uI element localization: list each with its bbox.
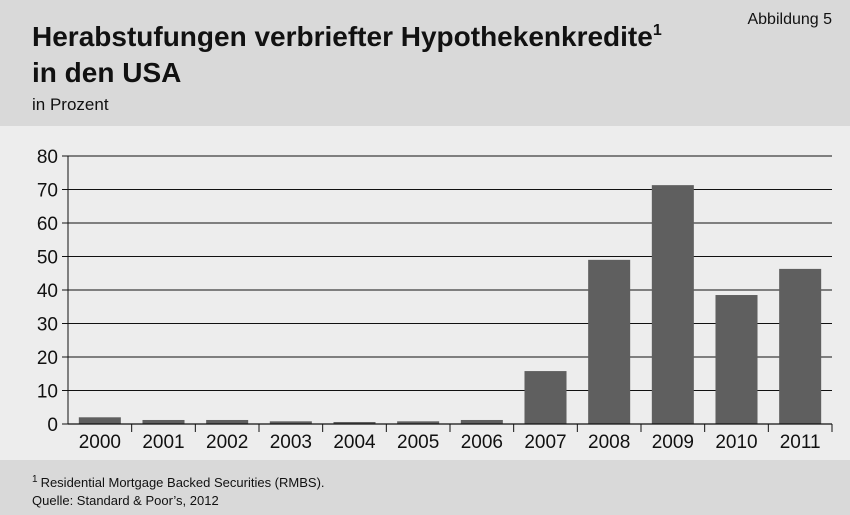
y-tick-label: 70 [37,181,58,202]
bar [269,421,312,424]
y-tick-label: 40 [37,281,58,302]
bar [779,268,822,424]
footer-bg [0,460,850,515]
subtitle: in Prozent [32,95,109,114]
x-tick-label: 2009 [652,432,694,453]
bar [206,419,249,424]
footnote: 1 Residential Mortgage Backed Securities … [32,474,325,490]
y-tick-label: 10 [37,382,58,403]
header-bg [0,0,850,126]
x-tick-label: 2010 [715,432,757,453]
bar [588,259,631,424]
footnote-text: Residential Mortgage Backed Securities (… [41,475,325,490]
x-tick-label: 2002 [206,432,248,453]
title-line: in den USA [32,57,181,88]
bar [333,421,376,424]
footnote-mark: 1 [32,474,38,485]
bar [142,419,185,424]
chart-title: Herabstufungen verbriefter Hypothekenkre… [32,21,662,52]
x-tick-label: 2001 [142,432,184,453]
x-tick-label: 2004 [333,432,376,453]
x-tick-label: 2006 [461,432,503,453]
y-tick-label: 0 [47,415,58,436]
y-tick-label: 30 [37,315,58,336]
y-tick-label: 50 [37,248,58,269]
bar [651,185,694,424]
x-tick-label: 2000 [79,432,121,453]
x-tick-label: 2007 [524,432,566,453]
y-tick-label: 60 [37,214,58,235]
bar [78,417,121,424]
bar [397,421,440,424]
x-tick-label: 2008 [588,432,630,453]
bar [460,419,503,424]
y-tick-label: 20 [37,348,58,369]
x-tick-label: 2005 [397,432,439,453]
bar [524,371,567,424]
y-tick-label: 80 [37,147,58,168]
bar [715,295,758,424]
title-line: Herabstufungen verbriefter Hypothekenkre… [32,21,653,52]
x-tick-label: 2003 [270,432,312,453]
source: Quelle: Standard & Poor’s, 2012 [32,493,219,508]
figure-label: Abbildung 5 [747,11,832,28]
x-tick-label: 2011 [780,432,821,453]
plot-bg [0,126,850,460]
title-footnote-mark: 1 [653,22,662,39]
